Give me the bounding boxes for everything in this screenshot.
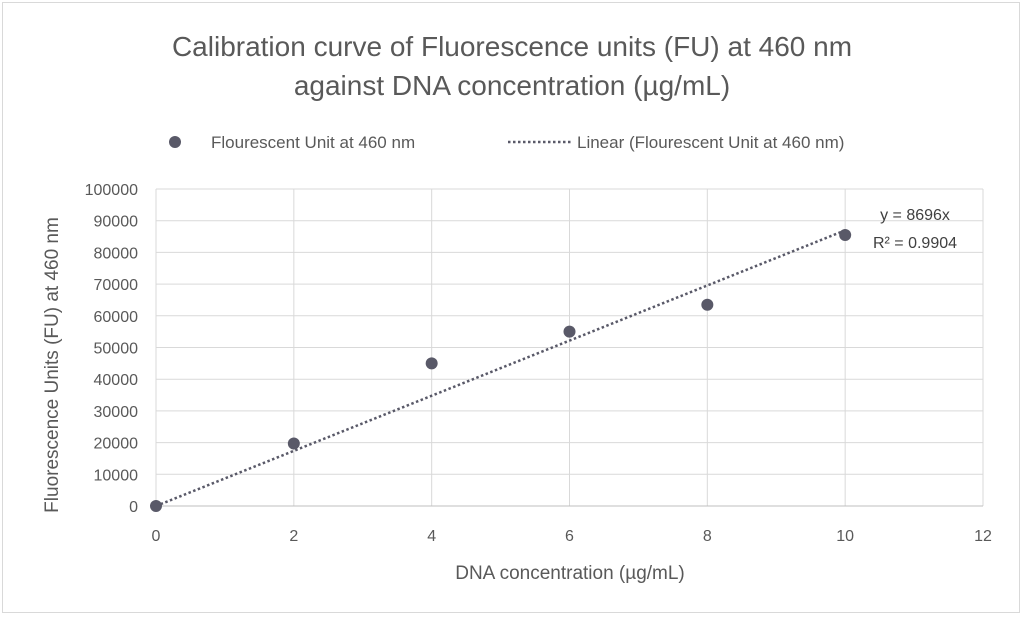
legend-marker-series [169, 136, 181, 148]
x-tick-label: 6 [565, 528, 574, 545]
y-tick-label: 80000 [94, 245, 139, 262]
y-axis-title: Fluorescence Units (FU) at 460 nm [42, 217, 63, 513]
legend-label-series: Flourescent Unit at 460 nm [211, 133, 415, 152]
data-point [563, 325, 576, 338]
x-tick-label: 8 [703, 528, 712, 545]
trendline-path [155, 229, 846, 508]
trendline-r-squared: R² = 0.9904 [873, 235, 957, 252]
x-tick-label: 2 [289, 528, 298, 545]
y-tick-label: 60000 [94, 309, 139, 326]
trendline [155, 229, 846, 508]
data-points [150, 228, 852, 512]
x-tick-label: 4 [427, 528, 436, 545]
data-point [287, 437, 300, 450]
y-tick-label: 0 [129, 499, 138, 516]
trendline-equation: y = 8696x [880, 207, 950, 224]
data-point [425, 357, 438, 370]
y-tick-labels: 0 10000 20000 30000 40000 50000 60000 70000 8000… [85, 182, 138, 516]
axes [155, 189, 983, 507]
x-tick-label: 12 [974, 528, 992, 545]
legend: Flourescent Unit at 460 nm Linear (Flour… [169, 133, 844, 152]
legend-label-trendline: Linear (Flourescent Unit at 460 nm) [577, 133, 844, 152]
x-axis-title: DNA concentration (µg/mL) [455, 563, 685, 584]
gridlines [156, 188, 984, 506]
y-tick-label: 20000 [94, 436, 139, 453]
chart-title-line-2: against DNA concentration (µg/mL) [294, 70, 730, 101]
y-tick-label: 70000 [94, 277, 139, 294]
data-point [701, 298, 714, 311]
y-tick-label: 30000 [94, 404, 139, 421]
y-tick-label: 90000 [94, 214, 139, 231]
chart-svg: Calibration curve of Fluorescence units … [42, 31, 992, 584]
x-tick-labels: 0 2 4 6 8 10 12 [152, 528, 992, 545]
y-tick-label: 100000 [85, 182, 138, 199]
chart-title-line-1: Calibration curve of Fluorescence units … [172, 31, 852, 62]
x-tick-label: 10 [836, 528, 854, 545]
y-tick-label: 40000 [94, 372, 139, 389]
y-tick-label: 10000 [94, 467, 139, 484]
data-point [150, 500, 162, 512]
y-tick-label: 50000 [94, 341, 139, 358]
x-tick-label: 0 [152, 528, 161, 545]
data-point [839, 228, 852, 241]
